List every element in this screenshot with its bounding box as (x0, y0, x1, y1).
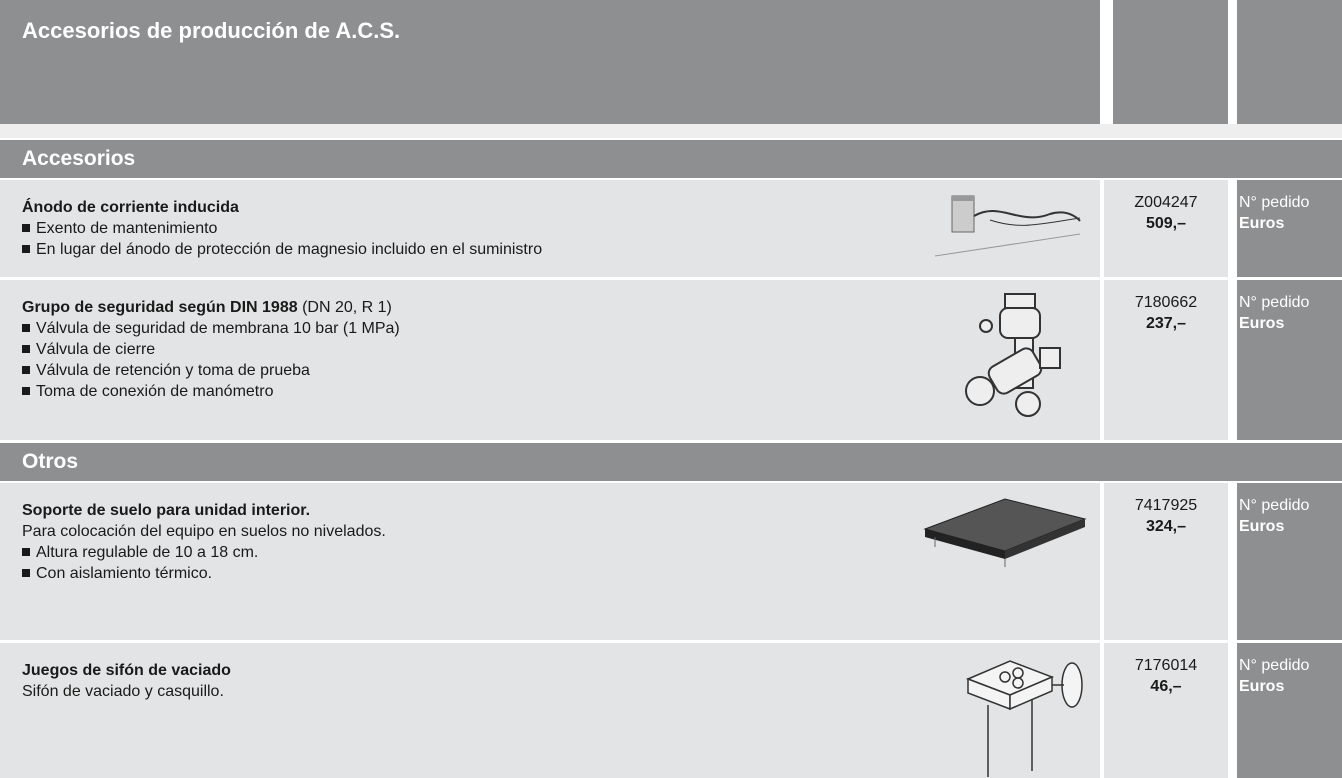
bullet-item: Válvula de retención y toma de prueba (22, 360, 400, 381)
item-title-line: Grupo de seguridad según DIN 1988 (DN 20… (22, 297, 400, 318)
column-gap (1228, 643, 1237, 778)
code-label: N° pedido (1239, 194, 1310, 211)
bullet-text: Exento de mantenimiento (36, 220, 218, 237)
label-cell: N° pedido Euros (1237, 180, 1342, 277)
item-title-suffix: (DN 20, R 1) (302, 299, 392, 316)
column-gap (1228, 180, 1237, 277)
bullet-text: Válvula de seguridad de membrana 10 bar … (36, 320, 400, 337)
order-code: 7417925 (1134, 497, 1198, 514)
header-band (1237, 0, 1342, 124)
header-band: Accesorios de producción de A.C.S. (0, 0, 1100, 124)
bullet-item: Altura regulable de 10 a 18 cm. (22, 542, 386, 563)
item-row: Grupo de seguridad según DIN 1988 (DN 20… (0, 280, 1100, 440)
item-line: Para colocación del equipo en suelos no … (22, 523, 386, 540)
section-bar: Accesorios (0, 140, 1342, 178)
code-cell: Z004247 509,– (1102, 180, 1228, 277)
code-label: N° pedido (1239, 294, 1310, 311)
item-text: Soporte de suelo para unidad interior. Pa… (22, 500, 386, 584)
bullet-mark (22, 224, 30, 232)
bullet-item: En lugar del ánodo de protección de magn… (22, 239, 542, 260)
order-code: 7180662 (1134, 294, 1198, 311)
product-image (960, 286, 1090, 441)
bullet-item: Válvula de cierre (22, 339, 400, 360)
bullet-mark (22, 345, 30, 353)
code-label: N° pedido (1239, 657, 1310, 674)
product-image (960, 649, 1090, 778)
bullet-text: Válvula de cierre (36, 341, 156, 358)
item-text: Grupo de seguridad según DIN 1988 (DN 20… (22, 297, 400, 402)
price-label: Euros (1239, 315, 1285, 332)
item-row: Soporte de suelo para unidad interior. Pa… (0, 483, 1100, 640)
item-text: Ánodo de corriente inducida Exento de man… (22, 197, 542, 260)
item-row: Juegos de sifón de vaciado Sifón de vacia… (0, 643, 1100, 778)
product-image (920, 489, 1090, 574)
item-title: Grupo de seguridad según DIN 1988 (22, 299, 298, 316)
bullet-text: Toma de conexión de manómetro (36, 383, 274, 400)
label-cell: N° pedido Euros (1237, 483, 1342, 640)
item-title-line: Soporte de suelo para unidad interior. (22, 500, 386, 521)
separator (0, 124, 1342, 138)
bullet-item: Con aislamiento térmico. (22, 563, 386, 584)
bullet-text: Con aislamiento térmico. (36, 565, 213, 582)
bullet-text: Válvula de retención y toma de prueba (36, 362, 310, 379)
bullet-mark (22, 548, 30, 556)
item-title: Soporte de suelo para unidad interior. (22, 502, 311, 519)
bullet-mark (22, 569, 30, 577)
order-code: Z004247 (1134, 194, 1198, 211)
column-gap (1228, 280, 1237, 440)
price-label: Euros (1239, 518, 1285, 535)
product-drawing (965, 293, 1061, 417)
price: 509,– (1145, 215, 1187, 232)
bullet-text: En lugar del ánodo de protección de magn… (36, 241, 543, 258)
item-text: Juegos de sifón de vaciado Sifón de vacia… (22, 660, 231, 702)
bullet-item: Exento de mantenimiento (22, 218, 542, 239)
code-cell: 7417925 324,– (1102, 483, 1228, 640)
item-title-line: Juegos de sifón de vaciado (22, 660, 231, 681)
bullet-mark (22, 366, 30, 374)
item-title: Ánodo de corriente inducida (22, 199, 239, 216)
item-title-line: Ánodo de corriente inducida (22, 197, 542, 218)
product-drawing (966, 660, 1083, 777)
order-code: 7176014 (1134, 657, 1198, 674)
bullet-item: Toma de conexión de manómetro (22, 381, 400, 402)
page-title: Accesorios de producción de A.C.S. (22, 18, 401, 43)
section-title: Accesorios (22, 147, 136, 170)
code-cell: 7176014 46,– (1102, 643, 1228, 778)
column-gap (1228, 483, 1237, 640)
bullet-mark (22, 324, 30, 332)
price: 237,– (1145, 315, 1187, 332)
item-line: Sifón de vaciado y casquillo. (22, 683, 224, 700)
item-row: Ánodo de corriente inducida Exento de man… (0, 180, 1100, 277)
price: 324,– (1145, 518, 1187, 535)
label-cell: N° pedido Euros (1237, 280, 1342, 440)
code-label: N° pedido (1239, 497, 1310, 514)
product-image (930, 186, 1090, 271)
label-cell: N° pedido Euros (1237, 643, 1342, 778)
code-cell: 7180662 237,– (1102, 280, 1228, 440)
header-band (1113, 0, 1228, 124)
price: 46,– (1150, 678, 1182, 695)
bullet-item: Válvula de seguridad de membrana 10 bar … (22, 318, 400, 339)
bullet-mark (22, 387, 30, 395)
bullet-mark (22, 245, 30, 253)
product-drawing (934, 195, 1081, 257)
price-label: Euros (1239, 215, 1285, 232)
product-drawing (923, 498, 1087, 567)
section-bar: Otros (0, 443, 1342, 481)
price-label: Euros (1239, 678, 1285, 695)
section-title: Otros (22, 450, 79, 473)
bullet-text: Altura regulable de 10 a 18 cm. (36, 544, 259, 561)
item-title: Juegos de sifón de vaciado (22, 662, 231, 679)
